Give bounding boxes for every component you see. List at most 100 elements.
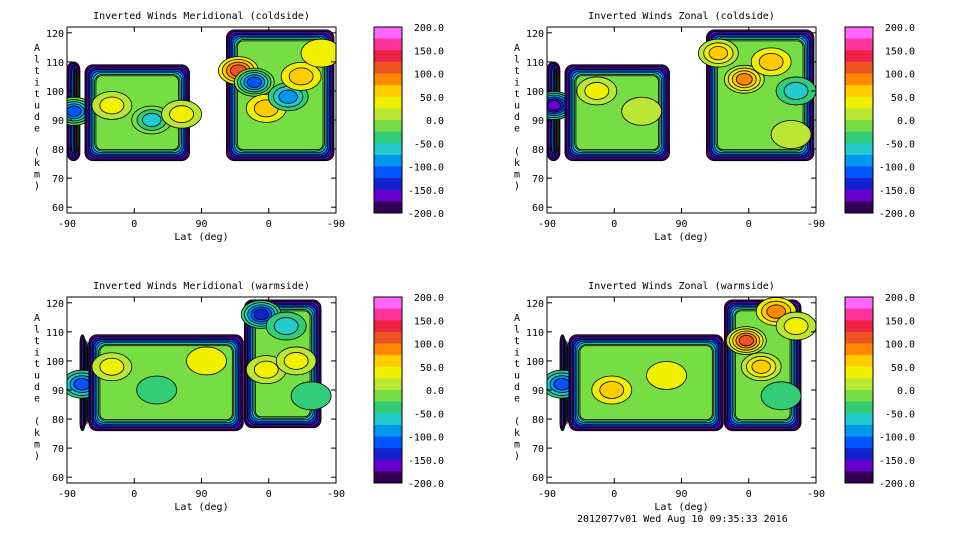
colorbar-swatch — [845, 143, 873, 156]
contour-peak — [300, 38, 336, 68]
colorbar-swatch — [845, 85, 873, 98]
y-tick-label: 90 — [52, 116, 64, 127]
colorbar-swatch — [845, 178, 873, 191]
contour-peak — [553, 378, 571, 391]
x-axis-label: Lat (deg) — [174, 502, 228, 513]
y-axis-label-char: k — [34, 158, 40, 169]
y-tick-label: 60 — [52, 473, 64, 484]
colorbar-label: 0.0 — [426, 386, 444, 397]
colorbar-label: -200.0 — [408, 209, 444, 220]
contour-peak — [99, 96, 125, 115]
colorbar-2: 200.0 150.0 100.0 50.0 0.0 -50.0 -100.0 -150.0 -… — [844, 23, 915, 220]
colorbar-swatch — [845, 308, 873, 321]
colorbar-swatch — [845, 378, 873, 391]
colorbar-swatch — [374, 154, 402, 167]
contour-peak — [783, 82, 809, 100]
colorbar-swatch — [374, 471, 402, 484]
y-tick-label: 70 — [52, 444, 64, 455]
contour-peak — [758, 52, 784, 71]
x-tick-label: 0 — [131, 489, 137, 500]
contour-peak — [584, 82, 610, 100]
colorbar-label: 150.0 — [414, 46, 444, 57]
y-axis-label-char: t — [34, 359, 40, 370]
y-axis-label-char: d — [34, 382, 40, 393]
colorbar-swatch — [374, 27, 402, 40]
colorbar-swatch — [374, 343, 402, 356]
colorbar-swatch — [374, 73, 402, 86]
y-tick-label: 80 — [52, 145, 64, 156]
y-tick-label: 100 — [46, 87, 64, 98]
contour-peak — [169, 105, 194, 124]
contour-peak — [708, 46, 729, 61]
y-axis-label-char: t — [514, 336, 520, 347]
colorbar-label: -50.0 — [414, 409, 444, 420]
x-tick-label: -90 — [327, 219, 345, 230]
x-tick-label: 0 — [266, 489, 272, 500]
colorbar-swatch — [845, 297, 873, 310]
contour-peak — [73, 378, 91, 391]
contour-peak — [246, 76, 262, 88]
y-tick-label: 110 — [46, 328, 64, 339]
x-tick-label: 90 — [675, 219, 687, 230]
y-axis-label-char: l — [514, 55, 520, 66]
colorbar-swatch — [845, 424, 873, 437]
x-tick-label: -90 — [807, 219, 825, 230]
colorbar-swatch — [845, 189, 873, 202]
colorbar-label: 50.0 — [420, 363, 444, 374]
y-axis-label-char: l — [514, 325, 520, 336]
contour-peak — [290, 381, 332, 411]
x-tick-label: 90 — [195, 219, 207, 230]
chart-panel-2: Inverted Winds Zonal (coldside) -90 0 90 0 -9… — [514, 11, 825, 243]
x-tick-label: 90 — [675, 489, 687, 500]
y-axis-label-char: k — [34, 428, 40, 439]
colorbar-label: 200.0 — [414, 23, 444, 34]
contour-peak — [99, 357, 125, 376]
y-tick-label: 90 — [52, 386, 64, 397]
colorbar-label: 0.0 — [897, 116, 915, 127]
colorbar-swatch — [374, 166, 402, 179]
colorbar-swatch — [374, 143, 402, 156]
contour-peak — [253, 360, 279, 379]
y-axis-label-char: ) — [514, 451, 520, 462]
x-axis-label: Lat (deg) — [654, 232, 708, 243]
colorbar-label: -200.0 — [879, 209, 915, 220]
colorbar-swatch — [374, 378, 402, 391]
y-axis-label-char: m — [34, 170, 40, 181]
y-axis-label-char: u — [34, 371, 40, 382]
colorbar-swatch — [845, 355, 873, 368]
colorbar-swatch — [374, 189, 402, 202]
colorbar-swatch — [845, 331, 873, 344]
y-axis-label-char: t — [34, 66, 40, 77]
y-tick-label: 70 — [532, 174, 544, 185]
contour-peak — [136, 375, 178, 405]
colorbar-label: 0.0 — [897, 386, 915, 397]
colorbar-swatch — [845, 390, 873, 403]
colorbar-swatch — [374, 308, 402, 321]
x-tick-label: 0 — [746, 219, 752, 230]
y-axis-label-char: ) — [34, 451, 40, 462]
contour-peak — [283, 352, 309, 370]
y-axis-label-char: u — [514, 371, 520, 382]
colorbar-swatch — [845, 38, 873, 51]
x-tick-label: -90 — [327, 489, 345, 500]
colorbar-swatch — [374, 331, 402, 344]
contour-field — [67, 29, 336, 162]
chart-panel-4: Inverted Winds Zonal (warmside) -90 0 90 0 -9… — [514, 281, 825, 513]
chart-title: Inverted Winds Zonal (warmside) — [588, 281, 775, 292]
y-axis-label-char: l — [34, 55, 40, 66]
colorbar-label: 50.0 — [891, 93, 915, 104]
colorbar-swatch — [845, 448, 873, 461]
x-tick-label: 0 — [131, 219, 137, 230]
contour-peak — [273, 317, 299, 335]
colorbar-swatch — [845, 96, 873, 109]
y-axis-label-char: ( — [34, 417, 40, 428]
y-axis-label-char: e — [34, 124, 40, 135]
y-tick-label: 120 — [46, 299, 64, 310]
y-axis-label-char: u — [34, 101, 40, 112]
y-axis-label-char: t — [34, 89, 40, 100]
contour-peak — [288, 67, 314, 86]
colorbar-swatch — [845, 166, 873, 179]
y-tick-label: 60 — [52, 203, 64, 214]
y-axis-label-char: i — [514, 78, 520, 89]
colorbar-swatch — [845, 108, 873, 121]
